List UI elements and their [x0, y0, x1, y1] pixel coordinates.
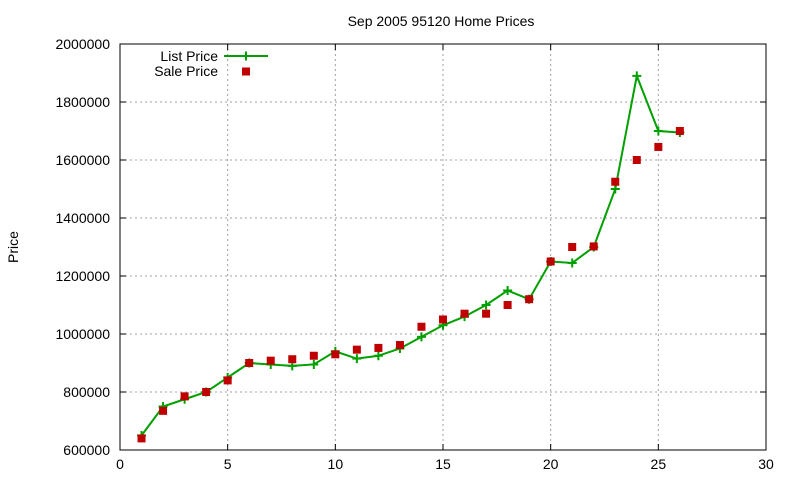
data-point-list-price — [653, 126, 663, 136]
data-point-sale-price — [611, 177, 620, 186]
data-point-sale-price — [525, 295, 534, 304]
data-point-list-price — [352, 354, 362, 364]
data-point-sale-price — [417, 322, 426, 331]
series-layer — [137, 71, 685, 443]
data-point-list-price — [567, 258, 577, 268]
x-tick-label: 15 — [435, 456, 451, 472]
data-point-sale-price — [180, 392, 189, 401]
data-point-sale-price — [202, 388, 211, 396]
series-line-list-price — [140, 72, 680, 437]
legend-label-list-price: List Price — [160, 48, 218, 64]
y-tick-label: 1400000 — [55, 210, 110, 226]
y-tick-label: 2000000 — [55, 36, 110, 52]
data-point-sale-price — [632, 156, 641, 164]
data-point-sale-price — [374, 343, 383, 352]
y-tick-label: 1000000 — [55, 326, 110, 342]
data-point-sale-price — [460, 309, 469, 318]
data-point-sale-price — [546, 257, 555, 266]
series-list-price — [137, 71, 685, 440]
legend: List Price Sale Price — [154, 48, 268, 79]
y-axis-label: Price — [5, 231, 21, 263]
data-point-sale-price — [395, 341, 404, 350]
x-tick-label: 20 — [543, 456, 559, 472]
data-point-list-price — [416, 332, 426, 342]
data-point-list-price — [610, 184, 620, 194]
y-tick-label: 800000 — [63, 384, 110, 400]
legend-marker-sale-price — [242, 67, 250, 76]
data-point-sale-price — [223, 376, 232, 385]
data-point-sale-price — [137, 434, 146, 443]
data-point-sale-price — [482, 309, 491, 318]
legend-label-sale-price: Sale Price — [154, 63, 218, 79]
data-point-sale-price — [675, 127, 684, 135]
x-tick-label: 5 — [224, 456, 232, 472]
data-point-sale-price — [309, 351, 318, 360]
data-point-sale-price — [352, 345, 361, 354]
y-tick-label: 1800000 — [55, 94, 110, 110]
series-sale-price — [137, 127, 684, 443]
data-point-sale-price — [331, 350, 340, 359]
data-point-sale-price — [503, 301, 512, 309]
y-tick-label: 600000 — [63, 442, 110, 458]
data-point-sale-price — [654, 142, 663, 151]
data-point-sale-price — [245, 359, 254, 367]
data-point-list-price — [503, 286, 513, 295]
legend-marker-list-price — [241, 51, 251, 61]
data-point-sale-price — [288, 355, 297, 364]
data-point-list-price — [481, 300, 491, 310]
data-point-sale-price — [439, 315, 447, 324]
data-point-sale-price — [568, 243, 577, 251]
data-point-sale-price — [159, 406, 168, 415]
chart-title: Sep 2005 95120 Home Prices — [348, 13, 535, 29]
axis-ticks: 0 5 10 15 20 25 30 600000 800000 1000000 1200000 14… — [55, 36, 774, 472]
x-tick-label: 25 — [651, 456, 667, 472]
data-point-sale-price — [266, 356, 275, 365]
data-point-list-price — [632, 71, 642, 81]
data-point-sale-price — [589, 242, 598, 251]
data-point-list-price — [373, 351, 383, 361]
y-tick-label: 1600000 — [55, 152, 110, 168]
x-tick-label: 10 — [328, 456, 344, 472]
data-point-list-price — [309, 359, 319, 369]
x-tick-label: 0 — [116, 456, 124, 472]
grid — [120, 44, 766, 450]
y-tick-label: 1200000 — [55, 268, 110, 284]
x-tick-label: 30 — [758, 456, 774, 472]
